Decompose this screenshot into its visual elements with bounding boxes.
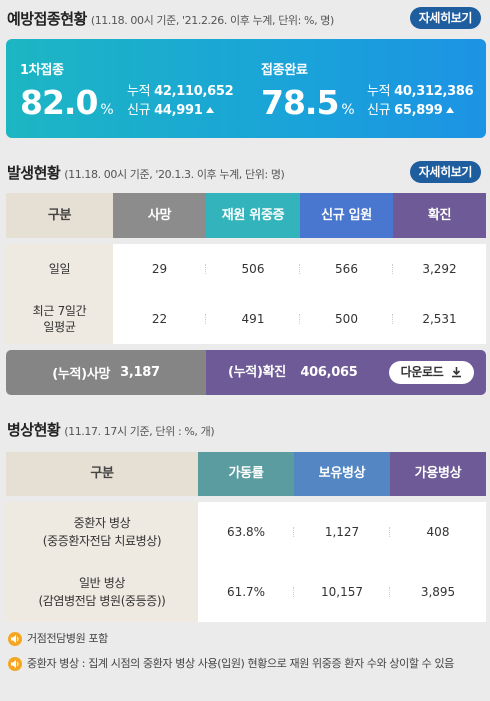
occurrence-header: 발생현황 (11.18. 00시 기준, '20.1.3. 이후 누계, 단위:…	[7, 162, 285, 183]
full-dose-cum-value: 40,312,386	[394, 84, 474, 99]
occurrence-title: 발생현황	[7, 164, 61, 182]
row-label: 중환자 병상 (중증환자전담 치료병상)	[6, 502, 198, 562]
cell-critical: 506	[206, 244, 300, 294]
first-dose-cum-value: 42,110,652	[154, 84, 234, 99]
download-icon	[452, 367, 462, 378]
occ-col-death: 사망	[113, 193, 206, 238]
first-dose-cum-label: 누적	[127, 84, 151, 99]
cell-available: 408	[426, 525, 450, 539]
up-arrow-icon	[205, 107, 214, 113]
cell-death: 29	[113, 244, 206, 294]
first-dose-new-label: 신규	[127, 103, 151, 118]
total-death-bar: (누적)사망 3,187	[6, 350, 206, 395]
bed-col-category: 구분	[6, 452, 198, 496]
occurrence-note: (11.18. 00시 기준, '20.1.3. 이후 누계, 단위: 명)	[64, 168, 285, 181]
full-dose-new-label: 신규	[367, 103, 391, 118]
occurrence-table-body: 일일 29 506 566 3,292 최근 7일간 일평균 22 491 50…	[6, 244, 486, 344]
total-confirmed-value: 406,065	[300, 365, 358, 380]
table-row: 일반 병상 (감염병전담 병원(중등증)) 61.7% 10,157 3,895	[6, 562, 486, 622]
full-dose-rate-unit: %	[341, 102, 354, 118]
occ-col-admission: 신규 입원	[300, 193, 393, 238]
first-dose-label: 1차접종	[20, 63, 64, 78]
cell-confirmed: 2,531	[422, 312, 457, 326]
vaccination-more-button[interactable]: 자세히보기	[409, 7, 481, 29]
first-dose-new-value: 44,991	[154, 103, 203, 118]
cell-admission: 500	[300, 294, 393, 344]
full-dose-rate-value: 78.5	[261, 83, 339, 122]
total-death-label: (누적)사망	[52, 367, 111, 382]
vaccination-note: (11.18. 00시 기준, '21.2.26. 이후 누계, 단위: %, …	[90, 14, 335, 27]
first-dose-rate-value: 82.0	[20, 83, 98, 122]
table-row: 일일 29 506 566 3,292	[6, 244, 486, 294]
first-dose-rate: 82.0%	[20, 83, 114, 130]
vaccination-header: 예방접종현황 (11.18. 00시 기준, '21.2.26. 이후 누계, …	[7, 8, 334, 29]
cell-owned: 1,127	[294, 502, 390, 562]
first-dose-cumulative: 누적 42,110,652	[127, 80, 234, 99]
full-dose-new-value: 65,899	[394, 103, 443, 118]
bed-col-available: 가용병상	[390, 452, 486, 496]
beds-table-header: 구분 가동률 보유병상 가용병상	[6, 452, 486, 496]
cell-owned: 10,157	[294, 562, 390, 622]
download-label: 다운로드	[400, 365, 444, 379]
vaccination-title: 예방접종현황	[7, 10, 87, 28]
row-label: 최근 7일간 일평균	[6, 294, 113, 344]
cell-confirmed: 3,292	[422, 262, 457, 276]
vaccination-card: 1차접종 82.0% 누적 42,110,652 신규 44,991 접종완료 …	[6, 39, 486, 138]
beds-header: 병상현황 (11.17. 17시 기준, 단위 : %, 개)	[7, 419, 215, 440]
first-dose-rate-unit: %	[100, 102, 113, 118]
full-dose-rate: 78.5%	[261, 83, 355, 130]
note-text: 거점전담병원 포함	[27, 632, 108, 645]
total-confirmed-label: (누적)확진	[228, 365, 286, 380]
occ-col-critical: 재원 위중증	[206, 193, 300, 238]
note-item: 거점전담병원 포함	[8, 631, 482, 647]
row-label: 일일	[6, 244, 113, 294]
occurrence-more-button[interactable]: 자세히보기	[409, 161, 481, 183]
cell-critical: 491	[206, 294, 300, 344]
first-dose-new: 신규 44,991	[127, 99, 214, 118]
note-item: 중환자 병상 : 집계 시점의 중환자 병상 사용(입원) 현황으로 재원 위중…	[8, 656, 482, 672]
beds-title: 병상현황	[7, 421, 61, 439]
occ-col-confirmed: 확진	[393, 193, 486, 238]
total-confirmed-text: (누적)확진 406,065	[228, 350, 358, 395]
occurrence-table-header: 구분 사망 재원 위중증 신규 입원 확진	[6, 193, 486, 238]
speaker-icon	[8, 657, 22, 671]
beds-note: (11.17. 17시 기준, 단위 : %, 개)	[64, 425, 215, 438]
bed-col-owned: 보유병상	[294, 452, 390, 496]
table-row: 중환자 병상 (중증환자전담 치료병상) 63.8% 1,127 408	[6, 502, 486, 562]
download-button[interactable]: 다운로드	[389, 361, 474, 384]
total-death-value: 3,187	[120, 365, 160, 380]
full-dose-block: 접종완료 78.5% 누적 40,312,386 신규 65,899	[261, 39, 483, 138]
full-dose-label: 접종완료	[261, 63, 308, 78]
note-text: 중환자 병상 : 집계 시점의 중환자 병상 사용(입원) 현황으로 재원 위중…	[27, 657, 454, 670]
beds-table-body: 중환자 병상 (중증환자전담 치료병상) 63.8% 1,127 408 일반 …	[6, 502, 486, 622]
full-dose-cum-label: 누적	[367, 84, 391, 99]
cell-available: 3,895	[420, 585, 456, 599]
full-dose-cumulative: 누적 40,312,386	[367, 80, 474, 99]
cell-admission: 566	[300, 244, 393, 294]
row-label: 일반 병상 (감염병전담 병원(중등증))	[6, 562, 198, 622]
full-dose-new: 신규 65,899	[367, 99, 454, 118]
first-dose-block: 1차접종 82.0% 누적 42,110,652 신규 44,991	[20, 39, 240, 138]
table-row: 최근 7일간 일평균 22 491 500 2,531	[6, 294, 486, 344]
occ-col-category: 구분	[6, 193, 113, 238]
up-arrow-icon	[445, 107, 454, 113]
bed-col-operation-rate: 가동률	[198, 452, 294, 496]
cell-operation-rate: 63.8%	[198, 502, 294, 562]
speaker-icon	[8, 632, 22, 646]
cell-operation-rate: 61.7%	[198, 562, 294, 622]
total-confirmed-bar: (누적)확진 406,065 다운로드	[206, 350, 486, 395]
cell-death: 22	[113, 294, 206, 344]
